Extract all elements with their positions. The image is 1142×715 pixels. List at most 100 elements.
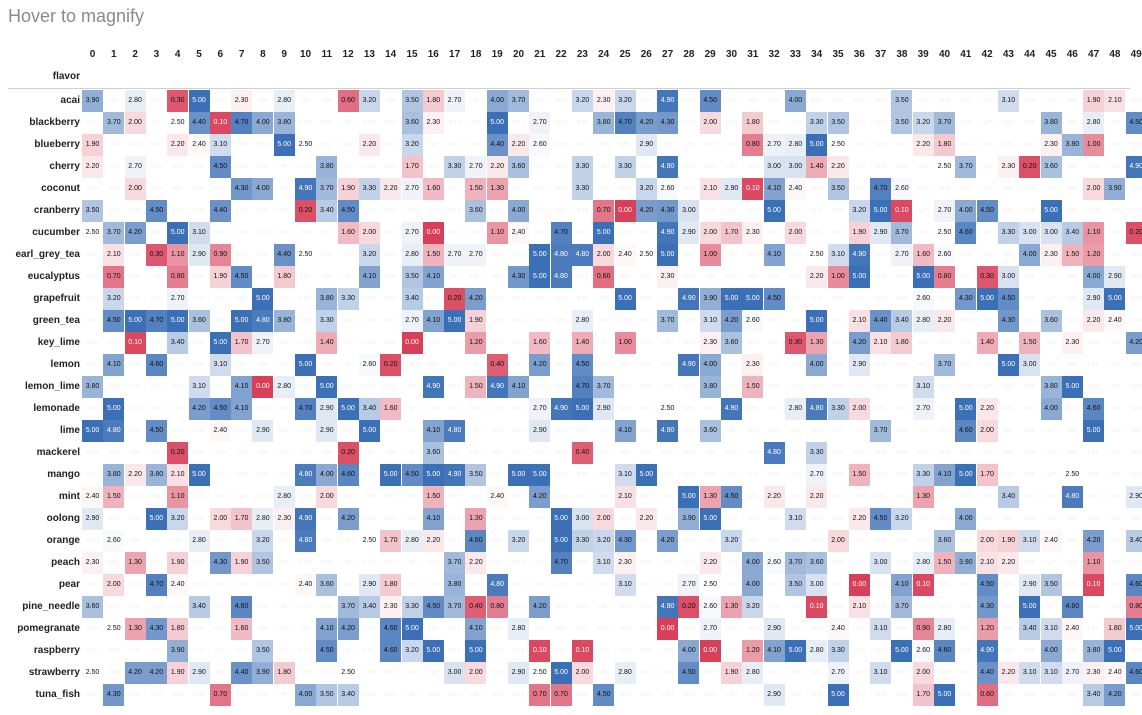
heatmap-cell[interactable]: 3.70: [444, 552, 466, 574]
heatmap-cell[interactable]: nan: [832, 97, 844, 104]
heatmap-cell[interactable]: nan: [959, 317, 972, 324]
column-header[interactable]: 21: [534, 49, 546, 60]
heatmap-cell[interactable]: 4.50: [997, 288, 1019, 310]
heatmap-cell[interactable]: nan: [789, 427, 802, 434]
heatmap-cell[interactable]: nan: [491, 273, 504, 280]
heatmap-cell[interactable]: nan: [448, 207, 461, 214]
heatmap-cell[interactable]: 3.20: [891, 508, 913, 530]
column-header[interactable]: 18: [470, 49, 482, 60]
heatmap-cell[interactable]: 4.50: [209, 398, 231, 420]
heatmap-cell[interactable]: 3.90: [1104, 178, 1126, 200]
heatmap-cell[interactable]: nan: [810, 515, 823, 522]
heatmap-cell[interactable]: nan: [640, 383, 653, 390]
heatmap-cell[interactable]: nan: [1109, 405, 1121, 412]
heatmap-cell[interactable]: 5.00: [806, 134, 828, 156]
heatmap-cell[interactable]: nan: [150, 603, 163, 610]
heatmap-cell[interactable]: 3.90: [252, 662, 274, 684]
heatmap-cell[interactable]: 1.50: [1019, 332, 1041, 354]
heatmap-cell[interactable]: 2.90: [870, 222, 892, 244]
heatmap-cell[interactable]: nan: [959, 185, 972, 192]
heatmap-cell[interactable]: 3.70: [337, 596, 359, 618]
heatmap-cell[interactable]: 3.10: [870, 662, 892, 684]
heatmap-cell[interactable]: 4.20: [1125, 332, 1142, 354]
heatmap-cell[interactable]: 2.30: [997, 156, 1019, 178]
heatmap-cell[interactable]: nan: [789, 119, 802, 126]
heatmap-cell[interactable]: 5.00: [124, 310, 146, 332]
heatmap-cell[interactable]: 1.70: [231, 332, 253, 354]
heatmap-cell[interactable]: nan: [299, 647, 312, 654]
heatmap-cell[interactable]: nan: [1002, 119, 1015, 126]
heatmap-cell[interactable]: nan: [789, 537, 802, 544]
heatmap-cell[interactable]: 2.00: [848, 398, 870, 420]
heatmap-cell[interactable]: nan: [427, 207, 440, 214]
heatmap-cell[interactable]: nan: [512, 251, 525, 258]
heatmap-cell[interactable]: nan: [107, 669, 120, 676]
heatmap-cell[interactable]: nan: [448, 493, 461, 500]
heatmap-cell[interactable]: 4.10: [934, 464, 955, 486]
heatmap-cell[interactable]: 4.50: [316, 640, 338, 662]
heatmap-cell[interactable]: nan: [278, 405, 291, 412]
heatmap-cell[interactable]: 4.30: [145, 618, 167, 640]
heatmap-cell[interactable]: nan: [214, 669, 227, 676]
heatmap-cell[interactable]: nan: [257, 251, 269, 258]
heatmap-cell[interactable]: nan: [768, 669, 780, 676]
heatmap-cell[interactable]: nan: [86, 405, 99, 412]
heatmap-cell[interactable]: 4.10: [422, 310, 444, 332]
heatmap-cell[interactable]: nan: [384, 295, 397, 302]
heatmap-cell[interactable]: nan: [832, 317, 844, 324]
heatmap-cell[interactable]: nan: [470, 361, 482, 368]
heatmap-cell[interactable]: nan: [938, 515, 951, 522]
heatmap-cell[interactable]: 3.70: [103, 112, 125, 134]
heatmap-cell[interactable]: nan: [789, 625, 802, 632]
heatmap-cell[interactable]: 5.00: [1061, 376, 1083, 398]
heatmap-cell[interactable]: nan: [683, 625, 695, 632]
heatmap-cell[interactable]: 3.10: [1019, 662, 1041, 684]
heatmap-cell[interactable]: nan: [981, 515, 993, 522]
heatmap-cell[interactable]: nan: [725, 119, 738, 126]
heatmap-cell[interactable]: 3.70: [316, 178, 338, 200]
heatmap-cell[interactable]: 5.00: [209, 332, 231, 354]
heatmap-cell[interactable]: nan: [853, 537, 866, 544]
heatmap-cell[interactable]: nan: [1002, 383, 1015, 390]
heatmap-cell[interactable]: 3.60: [1040, 156, 1062, 178]
heatmap-cell[interactable]: nan: [406, 493, 418, 500]
heatmap-cell[interactable]: nan: [640, 493, 653, 500]
heatmap-cell[interactable]: 3.70: [891, 222, 913, 244]
heatmap-cell[interactable]: nan: [661, 647, 674, 654]
heatmap-cell[interactable]: nan: [278, 603, 291, 610]
heatmap-cell[interactable]: 2.20: [806, 486, 828, 508]
heatmap-cell[interactable]: 4.60: [955, 420, 977, 442]
heatmap-cell[interactable]: 4.30: [997, 310, 1019, 332]
heatmap-cell[interactable]: nan: [129, 251, 141, 258]
heatmap-cell[interactable]: 2.80: [401, 530, 423, 552]
heatmap-cell[interactable]: nan: [683, 383, 695, 390]
heatmap-cell[interactable]: 3.80: [1040, 376, 1062, 398]
heatmap-cell[interactable]: 3.20: [593, 530, 615, 552]
heatmap-cell[interactable]: nan: [171, 383, 184, 390]
heatmap-cell[interactable]: nan: [299, 669, 312, 676]
heatmap-cell[interactable]: 2.20: [82, 156, 103, 178]
column-header[interactable]: 2: [132, 49, 138, 60]
heatmap-cell[interactable]: 1.90: [167, 662, 189, 684]
heatmap-cell[interactable]: nan: [789, 317, 802, 324]
heatmap-cell[interactable]: 4.30: [657, 200, 679, 222]
heatmap-cell[interactable]: 1.90: [721, 662, 742, 684]
heatmap-cell[interactable]: 3.70: [444, 596, 466, 618]
heatmap-cell[interactable]: nan: [257, 471, 269, 478]
heatmap-cell[interactable]: nan: [1109, 229, 1121, 236]
heatmap-cell[interactable]: 4.00: [806, 354, 828, 376]
heatmap-cell[interactable]: 0.20: [678, 596, 700, 618]
heatmap-cell[interactable]: 2.80: [273, 90, 295, 112]
column-header[interactable]: 32: [768, 49, 780, 60]
heatmap-cell[interactable]: nan: [725, 647, 738, 654]
heatmap-cell[interactable]: nan: [1023, 317, 1036, 324]
heatmap-cell[interactable]: 0.40: [486, 354, 508, 376]
heatmap-cell[interactable]: 2.40: [827, 618, 849, 640]
column-header[interactable]: 40: [938, 49, 951, 60]
heatmap-cell[interactable]: nan: [235, 427, 248, 434]
heatmap-cell[interactable]: nan: [1045, 449, 1057, 456]
heatmap-cell[interactable]: nan: [86, 691, 99, 698]
column-header[interactable]: 49: [1130, 49, 1142, 60]
heatmap-cell[interactable]: nan: [640, 691, 653, 698]
heatmap-cell[interactable]: nan: [704, 691, 717, 698]
